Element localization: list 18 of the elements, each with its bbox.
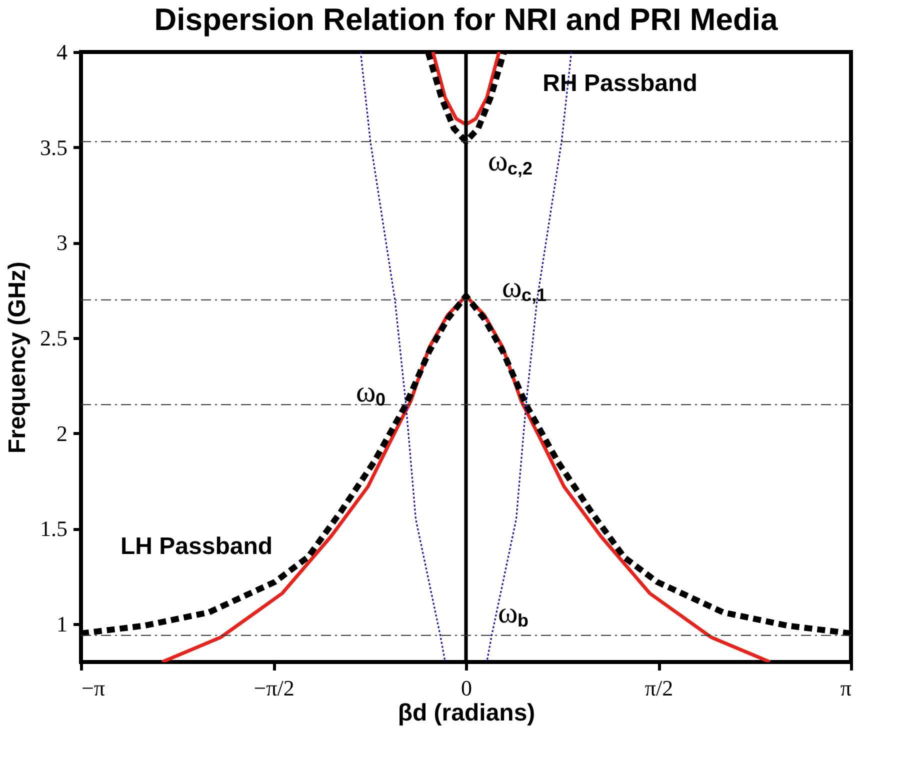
y-tick-label: 2 [56,420,68,446]
y-tick-label: 1.5 [40,516,68,542]
x-tick-label: −π/2 [254,676,294,700]
x-tick-label: 0 [461,676,472,700]
y-tick-label: 4 [56,40,68,64]
y-tick-label: 3.5 [40,134,68,160]
x-tick-label: π/2 [644,676,674,700]
annotation: RH Passband [542,70,698,97]
y-tick-label: 1 [56,611,68,636]
y-tick-label: 3 [56,230,68,256]
y-axis-title: Frequency (GHz) [4,261,31,454]
x-tick-label: −π [82,676,106,700]
chart-title: Dispersion Relation for NRI and PRI Media [154,2,779,37]
x-axis-title: βd (radians) [398,700,536,726]
line-series [431,52,501,126]
annotation: LH Passband [120,533,273,560]
x-tick-label: π [840,676,852,700]
y-tick-label: 2.5 [40,325,68,350]
